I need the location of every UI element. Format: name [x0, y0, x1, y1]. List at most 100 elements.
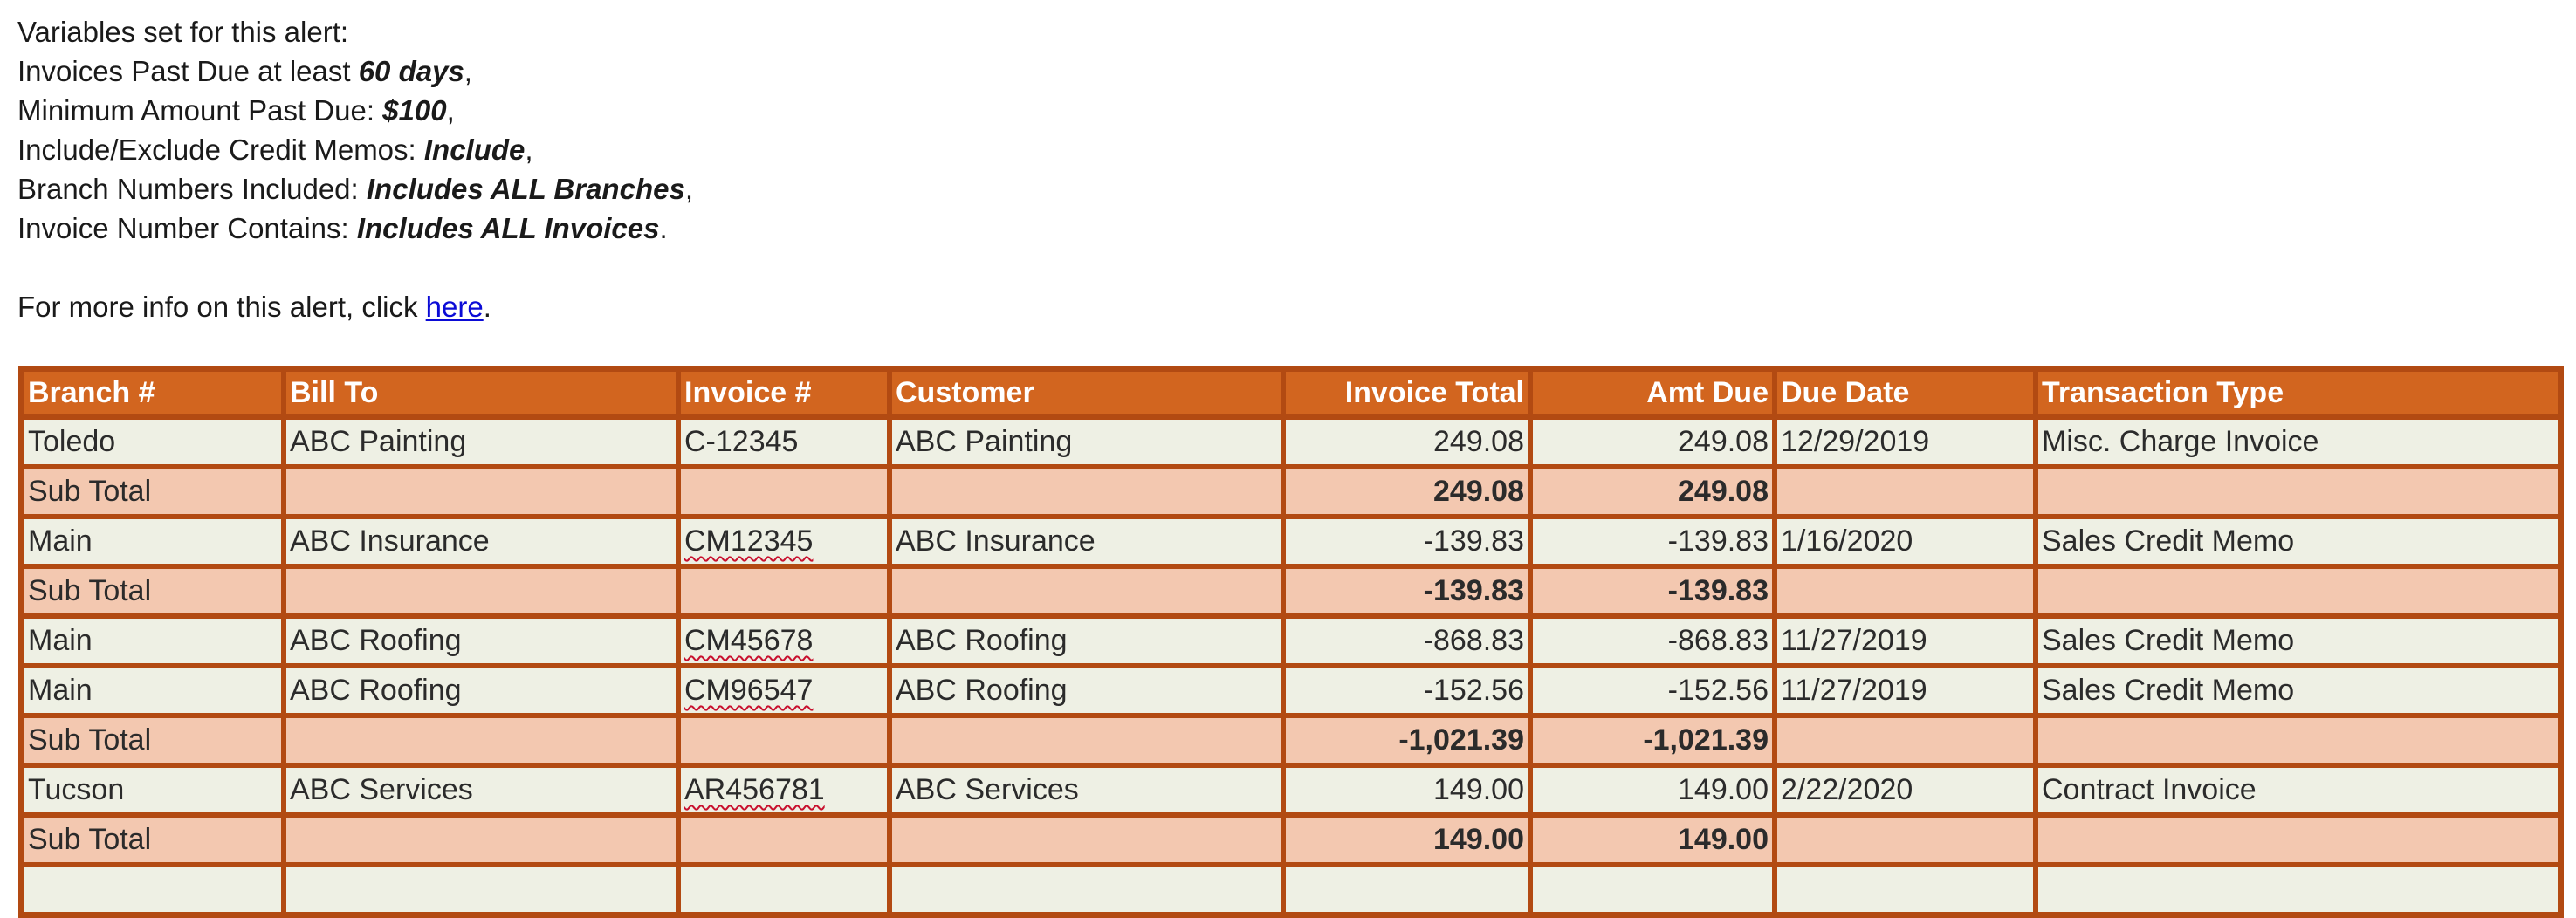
due-date-cell: 11/27/2019	[1775, 616, 2036, 666]
amt-due-cell: 149.00	[1530, 765, 1775, 815]
invoice-total-cell-text: -139.83	[1423, 574, 1524, 607]
col-branch-header: Branch #	[22, 369, 284, 417]
past-due-invoices-table: Branch # Bill To Invoice # Customer Invoice …	[18, 366, 2564, 918]
invoice-total-cell: 149.00	[1283, 765, 1530, 815]
variable-value: 60 days	[358, 55, 464, 87]
col-amt-due-header: Amt Due	[1530, 369, 1775, 417]
invoice-total-cell: -139.83	[1283, 566, 1530, 616]
transaction-type-cell-text: Sales Credit Memo	[2042, 674, 2295, 707]
customer-cell-text: ABC Roofing	[896, 624, 1068, 657]
amt-due-cell-text: 149.00	[1678, 823, 1769, 856]
customer-cell	[890, 467, 1283, 517]
bill-to-cell: ABC Roofing	[284, 616, 678, 666]
invoice-total-cell-text: 249.08	[1433, 475, 1524, 508]
invoice-total-cell: -1,021.39	[1283, 716, 1530, 765]
transaction-type-cell	[2036, 865, 2560, 915]
variable-value: Includes ALL Branches	[366, 173, 685, 205]
bill-to-cell	[284, 865, 678, 915]
customer-cell	[890, 566, 1283, 616]
branch-cell: Sub Total	[22, 815, 284, 865]
alert-variables-section: Variables set for this alert: Invoices P…	[17, 12, 693, 326]
bill-to-cell-text: ABC Roofing	[290, 674, 462, 707]
invoice-total-cell-text: 249.08	[1433, 425, 1524, 458]
variable-days-past-due: Invoices Past Due at least 60 days,	[17, 55, 472, 87]
transaction-type-cell: Misc. Charge Invoice	[2036, 417, 2560, 467]
transaction-type-cell	[2036, 716, 2560, 765]
transaction-type-cell-text: Misc. Charge Invoice	[2042, 425, 2319, 458]
col-customer-header: Customer	[890, 369, 1283, 417]
amt-due-cell-text: 249.08	[1678, 475, 1769, 508]
amt-due-cell-text: -139.83	[1667, 574, 1769, 607]
due-date-cell	[1775, 467, 2036, 517]
table-row: Main ABC Roofing CM96547 ABC Roofing -152.56…	[22, 666, 2560, 716]
branch-cell-text: Tucson	[28, 773, 125, 806]
variable-minimum-amount: Minimum Amount Past Due: $100,	[17, 94, 455, 127]
invoice-total-cell: -152.56	[1283, 666, 1530, 716]
more-info-link[interactable]: here	[425, 291, 484, 323]
col-invoice-number-header: Invoice #	[678, 369, 890, 417]
due-date-cell-text: 11/27/2019	[1781, 674, 1927, 707]
due-date-cell-text: 12/29/2019	[1781, 425, 1930, 458]
invoice-number-cell	[678, 815, 890, 865]
due-date-cell	[1775, 566, 2036, 616]
customer-cell-text: ABC Services	[896, 773, 1079, 806]
subtotal-row: Sub Total 249.08 249.08	[22, 467, 2560, 517]
due-date-cell	[1775, 716, 2036, 765]
transaction-type-cell-text: Contract Invoice	[2042, 773, 2257, 806]
bill-to-cell: ABC Roofing	[284, 666, 678, 716]
amt-due-cell-text: -152.56	[1667, 674, 1769, 707]
invoice-number-cell: C-12345	[678, 417, 890, 467]
branch-cell-text: Main	[28, 524, 93, 558]
bill-to-cell	[284, 566, 678, 616]
due-date-cell	[1775, 865, 2036, 915]
invoice-total-cell-text: -1,021.39	[1398, 723, 1524, 757]
variable-branch-numbers: Branch Numbers Included: Includes ALL Br…	[17, 173, 693, 205]
amt-due-cell: 249.08	[1530, 467, 1775, 517]
invoice-number-cell	[678, 467, 890, 517]
amt-due-cell: -139.83	[1530, 517, 1775, 566]
table-row: Toledo ABC Painting C-12345 ABC Painting 249…	[22, 417, 2560, 467]
invoice-total-cell: 249.08	[1283, 417, 1530, 467]
branch-cell-text: Sub Total	[28, 574, 152, 607]
amt-due-cell: -152.56	[1530, 666, 1775, 716]
variable-value: Includes ALL Invoices	[356, 212, 660, 244]
amt-due-cell: 149.00	[1530, 815, 1775, 865]
invoice-total-cell-text: -152.56	[1423, 674, 1524, 707]
invoice-number-cell	[678, 865, 890, 915]
branch-cell: Toledo	[22, 417, 284, 467]
invoice-number-cell: CM96547	[678, 666, 890, 716]
bill-to-cell-text: ABC Services	[290, 773, 473, 806]
due-date-cell: 2/22/2020	[1775, 765, 2036, 815]
due-date-cell-text: 11/27/2019	[1781, 624, 1927, 657]
branch-cell-text: Toledo	[28, 425, 116, 458]
invoice-total-cell: 149.00	[1283, 815, 1530, 865]
branch-cell: Main	[22, 666, 284, 716]
invoice-number-cell	[678, 716, 890, 765]
due-date-cell-text: 1/16/2020	[1781, 524, 1913, 558]
table-header-row: Branch # Bill To Invoice # Customer Invoice …	[22, 369, 2560, 417]
transaction-type-cell: Sales Credit Memo	[2036, 616, 2560, 666]
branch-cell-text: Main	[28, 674, 93, 707]
invoice-number-cell	[678, 566, 890, 616]
amt-due-cell: -1,021.39	[1530, 716, 1775, 765]
due-date-cell-text: 2/22/2020	[1781, 773, 1913, 806]
invoice-total-cell: 249.08	[1283, 467, 1530, 517]
invoice-number-cell-text: CM45678	[684, 624, 814, 657]
branch-cell-text: Sub Total	[28, 475, 152, 508]
transaction-type-cell: Sales Credit Memo	[2036, 517, 2560, 566]
branch-cell: Main	[22, 517, 284, 566]
customer-cell-text: ABC Roofing	[896, 674, 1068, 707]
bill-to-cell-text: ABC Painting	[290, 425, 467, 458]
transaction-type-cell: Contract Invoice	[2036, 765, 2560, 815]
invoice-total-cell	[1283, 865, 1530, 915]
invoice-number-cell-text: AR456781	[684, 773, 825, 806]
invoice-total-cell-text: -139.83	[1423, 524, 1524, 558]
subtotal-row: Sub Total -1,021.39 -1,021.39	[22, 716, 2560, 765]
amt-due-cell	[1530, 865, 1775, 915]
bill-to-cell: ABC Insurance	[284, 517, 678, 566]
col-transaction-type-header: Transaction Type	[2036, 369, 2560, 417]
col-bill-to-header: Bill To	[284, 369, 678, 417]
invoice-number-cell: CM12345	[678, 517, 890, 566]
customer-cell	[890, 716, 1283, 765]
invoice-total-cell-text: 149.00	[1433, 823, 1524, 856]
